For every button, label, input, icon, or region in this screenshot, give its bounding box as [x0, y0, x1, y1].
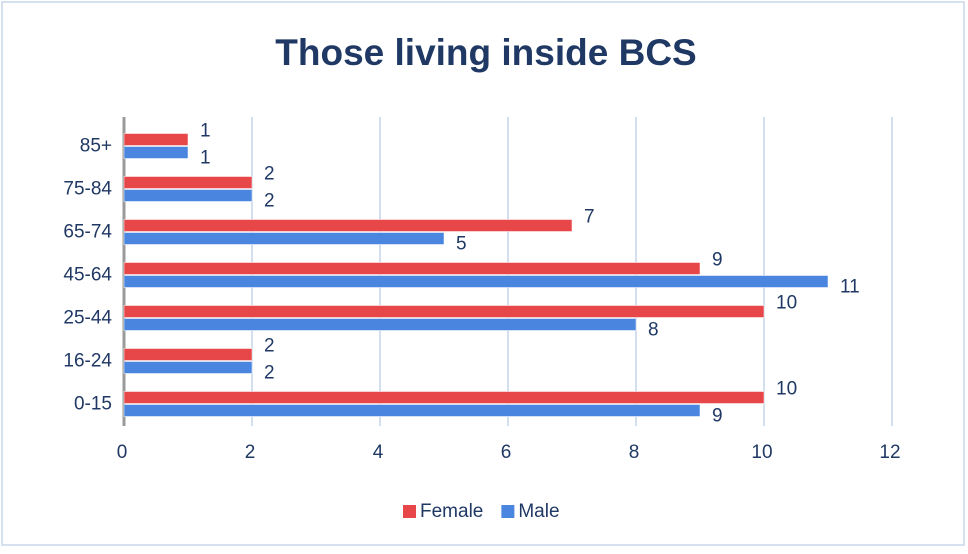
y-tick-label: 65-74 — [63, 222, 112, 243]
value-label: 2 — [264, 336, 275, 357]
legend-swatch — [403, 505, 416, 518]
bar — [123, 391, 765, 404]
value-label: 1 — [200, 121, 211, 142]
bar — [123, 189, 253, 202]
bar — [123, 305, 765, 318]
x-tick-label: 4 — [373, 442, 384, 463]
y-tick-label: 25-44 — [63, 308, 112, 329]
value-label: 11 — [840, 277, 860, 298]
x-tick-label: 2 — [245, 442, 256, 463]
y-tick-label: 0-15 — [74, 394, 112, 415]
y-tick-label: 75-84 — [63, 179, 112, 200]
bar — [123, 275, 829, 288]
y-tick-label: 45-64 — [63, 265, 112, 286]
value-label: 2 — [264, 191, 275, 212]
legend-swatch — [501, 505, 515, 518]
legend-label: Male — [518, 501, 559, 522]
x-tick-label: 8 — [629, 442, 640, 463]
bar — [123, 262, 701, 275]
value-label: 1 — [200, 148, 211, 169]
value-label: 2 — [264, 164, 275, 185]
value-label: 2 — [264, 363, 275, 384]
bar — [123, 232, 445, 245]
value-label: 10 — [776, 379, 797, 400]
bar — [123, 361, 253, 374]
legend-label: Female — [420, 501, 483, 522]
x-tick-label: 12 — [879, 442, 900, 463]
value-label: 5 — [456, 234, 467, 255]
x-tick-label: 0 — [117, 442, 128, 463]
chart-title: Those living inside BCS — [275, 32, 696, 73]
bar — [123, 348, 253, 361]
bar — [123, 318, 637, 331]
bar — [123, 176, 253, 189]
bar — [123, 133, 189, 146]
x-tick-label: 10 — [751, 442, 772, 463]
value-label: 10 — [776, 293, 797, 314]
bar — [123, 146, 189, 159]
bar — [123, 404, 701, 417]
y-tick-label: 16-24 — [63, 351, 112, 372]
x-tick-label: 6 — [501, 442, 512, 463]
value-label: 7 — [584, 207, 595, 228]
value-label: 9 — [712, 406, 723, 427]
y-tick-label: 85+ — [80, 136, 112, 157]
bar — [123, 219, 573, 232]
value-label: 8 — [648, 320, 659, 341]
value-label: 9 — [712, 250, 723, 271]
